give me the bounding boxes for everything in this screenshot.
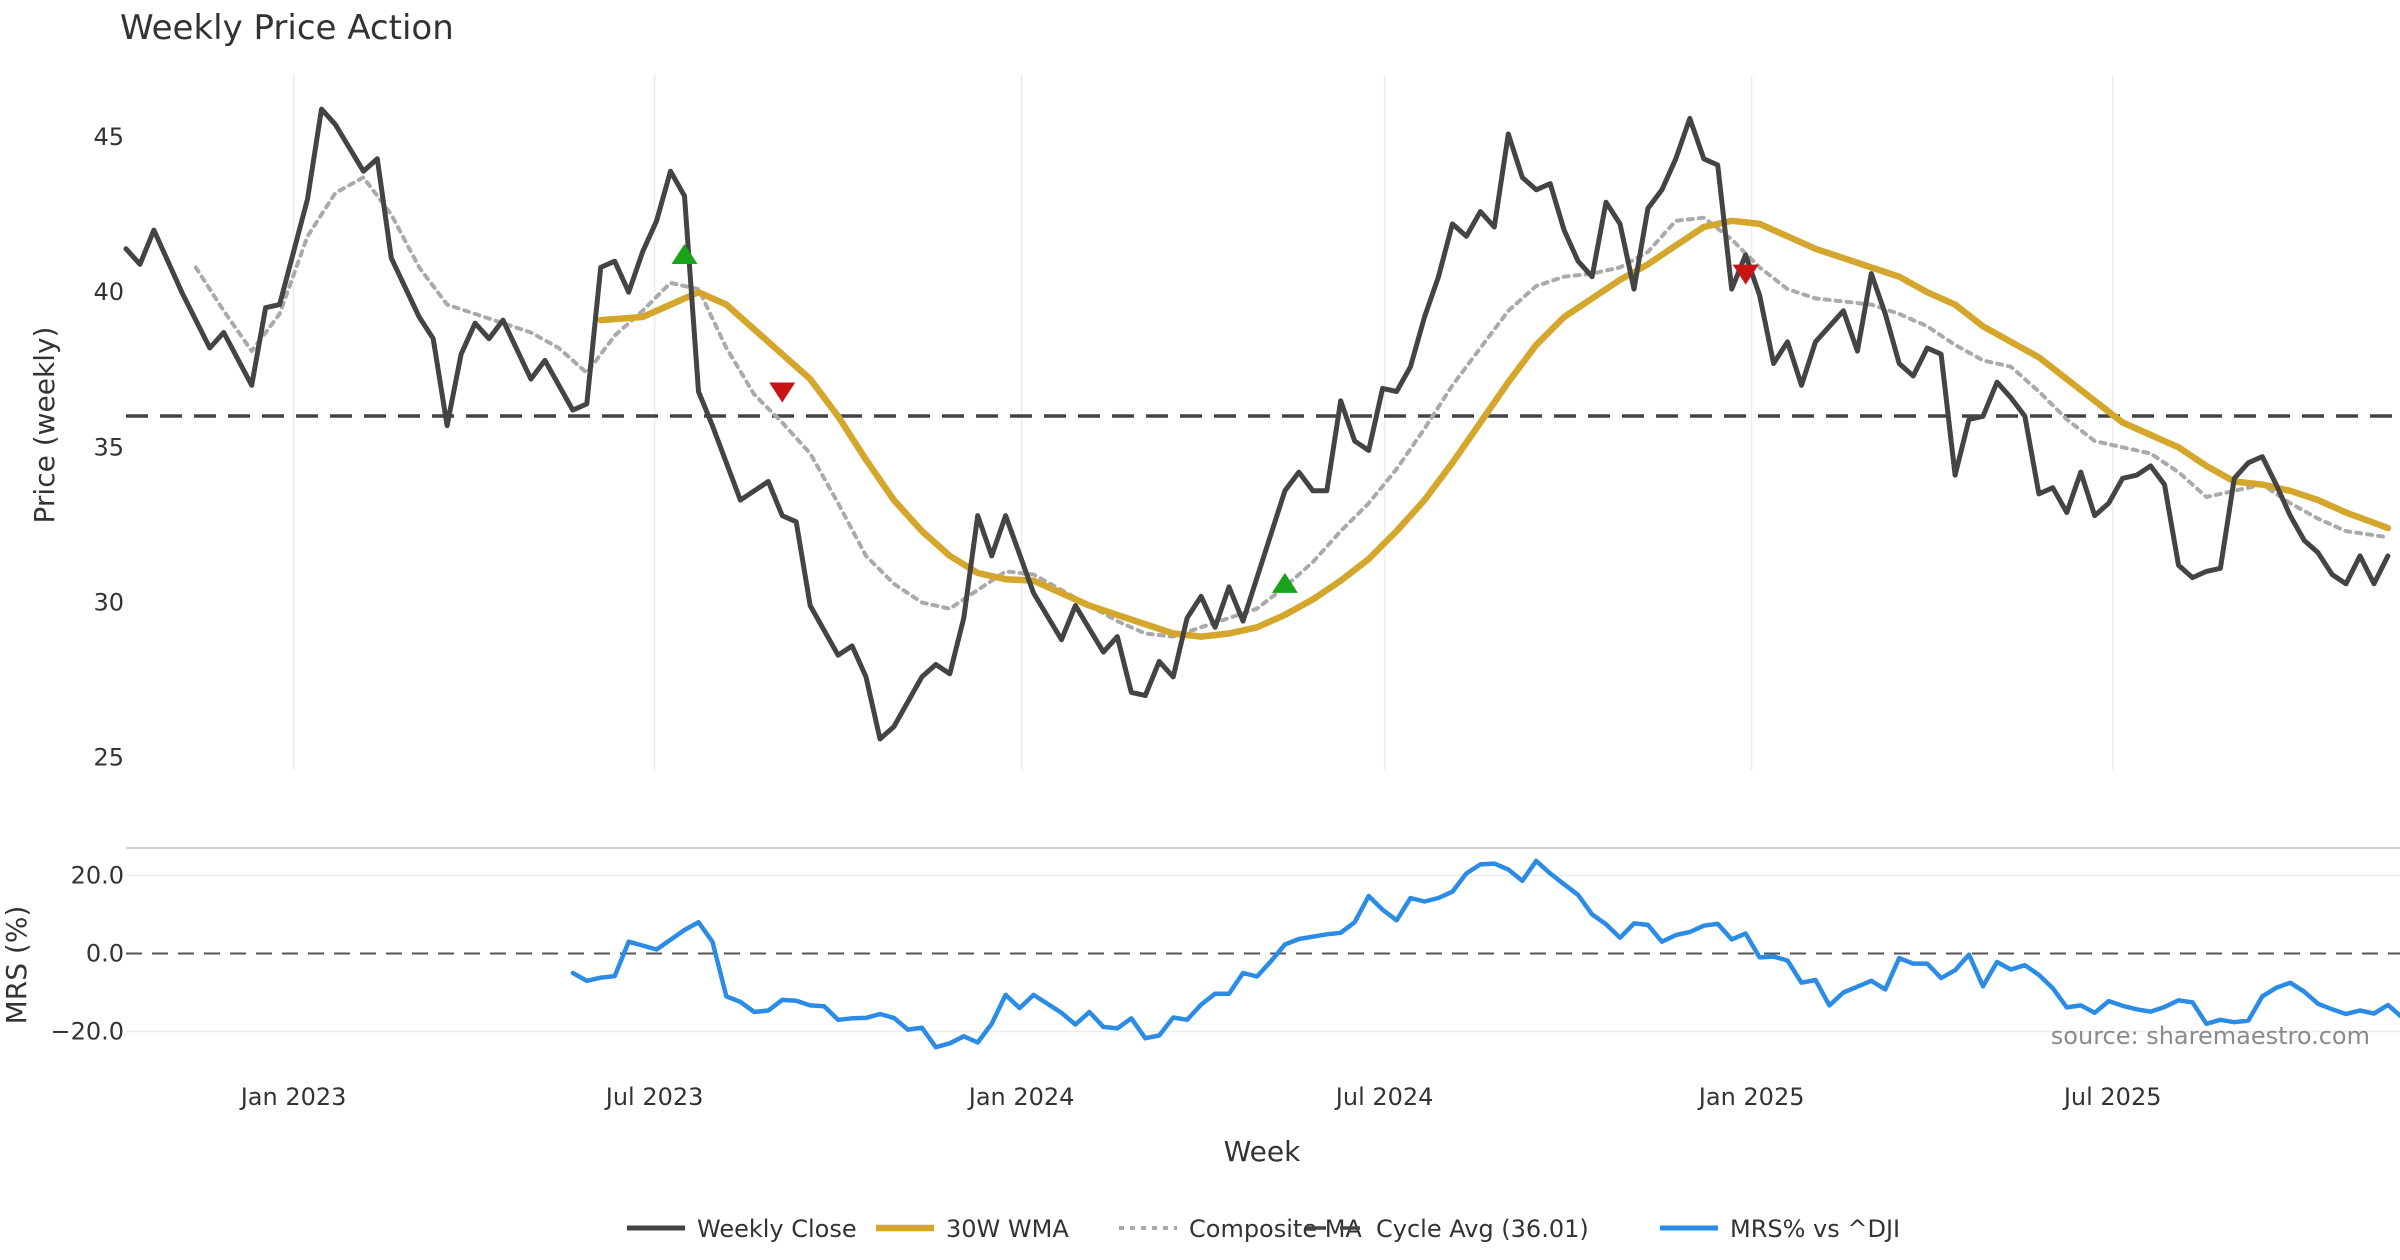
source-note: source: sharemaestro.com — [2051, 1022, 2370, 1050]
price-y-tick-label: 30 — [93, 588, 124, 616]
price-series — [123, 106, 2392, 742]
x-tick-label: Jan 2025 — [1697, 1083, 1805, 1111]
mrs-y-tick-label: 0.0 — [86, 939, 124, 967]
x-tick-label: Jul 2025 — [2062, 1083, 2162, 1111]
chart-title: Weekly Price Action — [120, 8, 454, 48]
price-y-tick-label: 40 — [93, 278, 124, 306]
x-axis-ticks: Jan 2023 Jul 2023 Jan 2024 Jul 2024 Jan 2025… — [239, 1083, 2162, 1111]
x-tick-label: Jul 2023 — [604, 1083, 704, 1111]
legend-label-cycle-avg: Cycle Avg (36.01) — [1376, 1215, 1589, 1243]
mrs-y-axis-label: MRS (%) — [0, 906, 33, 1025]
mrs-series — [570, 858, 2400, 1050]
buy-signal-marker — [1271, 572, 1298, 593]
price-y-tick-label: 35 — [93, 433, 124, 461]
wma-line — [597, 217, 2392, 640]
composite-line — [193, 175, 2390, 639]
x-axis-label: Week — [1224, 1135, 1301, 1168]
weekly-close-line — [123, 106, 2391, 742]
x-tick-label: Jan 2024 — [967, 1083, 1075, 1111]
price-y-tick-label: 25 — [93, 744, 124, 772]
x-tick-label: Jan 2023 — [239, 1083, 347, 1111]
price-y-tick-label: 45 — [93, 123, 124, 151]
price-panel-grid: 45 40 35 30 25 — [93, 75, 2400, 772]
legend-label-mrs: MRS% vs ^DJI — [1730, 1215, 1900, 1243]
legend: Weekly Close 30W WMA Composite MA Cycle Avg… — [627, 1215, 1900, 1243]
legend-label-composite: Composite MA — [1189, 1215, 1362, 1243]
signal-markers — [671, 243, 1759, 593]
x-tick-label: Jul 2024 — [1334, 1083, 1434, 1111]
price-y-axis-label: Price (weekly) — [28, 327, 61, 524]
mrs-y-tick-label: −20.0 — [50, 1018, 124, 1046]
sell-signal-marker — [769, 382, 796, 403]
mrs-y-tick-label: 20.0 — [71, 861, 124, 889]
sell-signal-marker — [1732, 264, 1759, 285]
buy-signal-marker — [671, 243, 698, 264]
legend-label-weekly-close: Weekly Close — [697, 1215, 857, 1243]
mrs-line — [570, 858, 2400, 1050]
mrs-panel-grid: 20.0 0.0 −20.0 — [50, 847, 2400, 1046]
legend-label-wma: 30W WMA — [946, 1215, 1069, 1243]
